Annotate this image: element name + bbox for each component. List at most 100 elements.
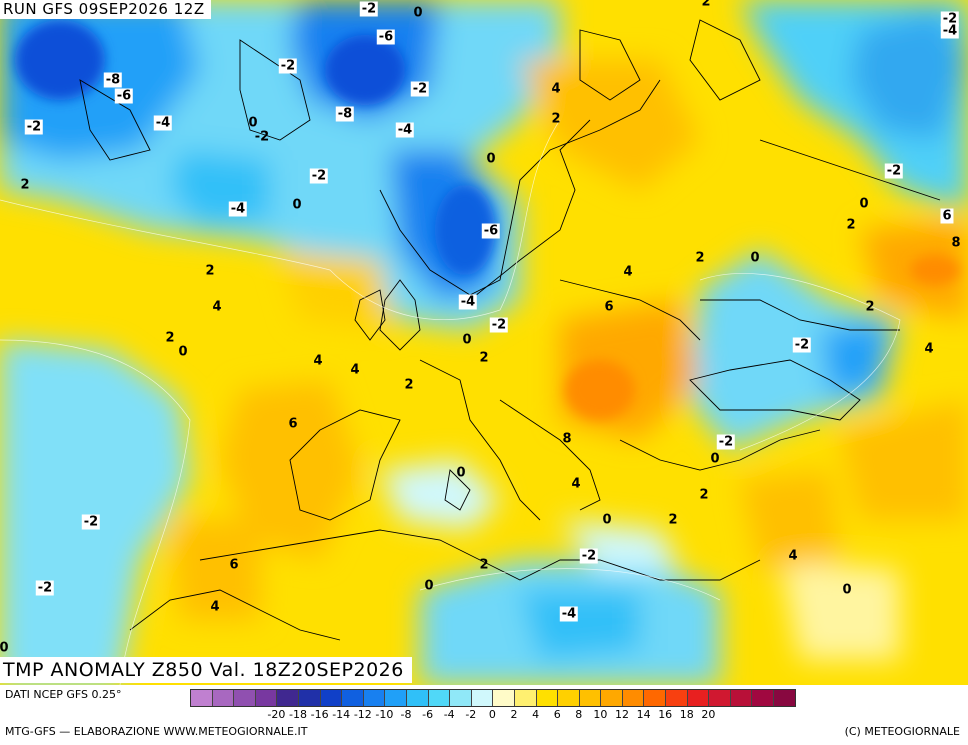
contour-label: 0 xyxy=(708,452,721,467)
run-title: RUN GFS 09SEP2026 12Z xyxy=(0,0,211,19)
color-swatch xyxy=(709,690,731,706)
contour-label: -2 xyxy=(411,82,429,97)
contour-label: 8 xyxy=(560,432,573,447)
contour-label: -2 xyxy=(25,120,43,135)
contour-label: -2 xyxy=(279,59,297,74)
contour-label: -2 xyxy=(360,2,378,17)
contour-label: 0 xyxy=(0,641,11,656)
contour-label: 0 xyxy=(484,152,497,167)
contour-label: -6 xyxy=(115,89,133,104)
contour-label: -4 xyxy=(941,24,959,39)
contour-label: 4 xyxy=(922,342,935,357)
credit-line: MTG-GFS — ELABORAZIONE WWW.METEOGIORNALE… xyxy=(5,725,307,738)
contour-label: 2 xyxy=(844,218,857,233)
color-swatch xyxy=(688,690,710,706)
contour-label: 4 xyxy=(549,82,562,97)
color-swatch xyxy=(234,690,256,706)
copyright: (C) METEOGIORNALE xyxy=(845,725,960,738)
contour-label: 2 xyxy=(699,0,712,10)
contour-label: 0 xyxy=(857,197,870,212)
color-swatch xyxy=(644,690,666,706)
color-swatch xyxy=(752,690,774,706)
color-scale-tick: 16 xyxy=(658,708,672,721)
color-scale-tick: -12 xyxy=(354,708,372,721)
color-scale-tick: -4 xyxy=(444,708,455,721)
contour-label: -2 xyxy=(717,435,735,450)
color-scale-tick: -10 xyxy=(375,708,393,721)
color-swatch xyxy=(472,690,494,706)
contour-label: 2 xyxy=(18,178,31,193)
contour-label: 2 xyxy=(666,513,679,528)
color-swatch xyxy=(450,690,472,706)
color-scale-tick: -14 xyxy=(332,708,350,721)
contour-label: 2 xyxy=(549,112,562,127)
color-swatch xyxy=(385,690,407,706)
color-scale-tick: 0 xyxy=(489,708,496,721)
color-swatch xyxy=(666,690,688,706)
color-scale-tick: 4 xyxy=(532,708,539,721)
contour-label: 4 xyxy=(210,300,223,315)
color-swatch xyxy=(213,690,235,706)
contour-label: -2 xyxy=(310,169,328,184)
color-scale-tick: -8 xyxy=(401,708,412,721)
anomaly-field xyxy=(0,0,968,685)
color-swatch xyxy=(731,690,753,706)
color-scale-ticks: -20 -18 -16 -14 -12 -10 -8 -6 -4 -2 0 2 4 6 8 10 12 14 16 1… xyxy=(190,708,968,722)
contour-label: -4 xyxy=(459,295,477,310)
anomaly-map: RUN GFS 09SEP2026 12Z -2 0 -2 -4 2 -6 -2… xyxy=(0,0,968,685)
contour-label: -4 xyxy=(396,123,414,138)
color-swatch xyxy=(407,690,429,706)
contour-label: 8 xyxy=(949,236,962,251)
contour-label: -2 xyxy=(793,338,811,353)
contour-label: 0 xyxy=(460,333,473,348)
color-scale-tick: 12 xyxy=(615,708,629,721)
contour-label: 6 xyxy=(286,417,299,432)
contour-label: -2 xyxy=(490,318,508,333)
color-scale-tick: 14 xyxy=(637,708,651,721)
color-scale-tick: 2 xyxy=(511,708,518,721)
color-swatch xyxy=(623,690,645,706)
color-swatch xyxy=(558,690,580,706)
contour-label: 0 xyxy=(454,466,467,481)
color-scale-tick: -18 xyxy=(289,708,307,721)
contour-label: 0 xyxy=(176,345,189,360)
contour-label: -2 xyxy=(580,549,598,564)
color-scale-tick: 8 xyxy=(575,708,582,721)
color-scale-tick: -6 xyxy=(422,708,433,721)
color-swatch xyxy=(429,690,451,706)
contour-label: 4 xyxy=(786,549,799,564)
contour-label: -8 xyxy=(104,73,122,88)
contour-label: 2 xyxy=(203,264,216,279)
map-title: TMP ANOMALY Z850 Val. 18Z20SEP2026 xyxy=(0,657,412,683)
color-scale-tick: -16 xyxy=(311,708,329,721)
color-swatch xyxy=(342,690,364,706)
color-scale-tick: 6 xyxy=(554,708,561,721)
color-swatch xyxy=(256,690,278,706)
color-swatch xyxy=(493,690,515,706)
contour-label: -8 xyxy=(336,107,354,122)
contour-label: -2 xyxy=(82,515,100,530)
contour-label: 0 xyxy=(600,513,613,528)
contour-label: 6 xyxy=(602,300,615,315)
color-scale-tick: 20 xyxy=(701,708,715,721)
contour-label: 0 xyxy=(411,6,424,21)
contour-label: -6 xyxy=(377,30,395,45)
contour-label: 2 xyxy=(697,488,710,503)
color-scale-tick: 18 xyxy=(680,708,694,721)
color-scale-tick: -20 xyxy=(267,708,285,721)
contour-label: 0 xyxy=(840,583,853,598)
contour-label: 0 xyxy=(246,116,259,131)
contour-label: -2 xyxy=(885,164,903,179)
color-scale-tick: 10 xyxy=(593,708,607,721)
contour-label: -2 xyxy=(253,130,271,145)
contour-label: -4 xyxy=(229,202,247,217)
contour-label: 6 xyxy=(227,558,240,573)
color-scale xyxy=(190,689,796,707)
color-swatch xyxy=(774,690,795,706)
contour-label: 6 xyxy=(940,209,953,224)
contour-label: -2 xyxy=(36,581,54,596)
color-swatch xyxy=(191,690,213,706)
contour-label: 0 xyxy=(422,579,435,594)
contour-label: 2 xyxy=(402,378,415,393)
contour-label: 0 xyxy=(290,198,303,213)
